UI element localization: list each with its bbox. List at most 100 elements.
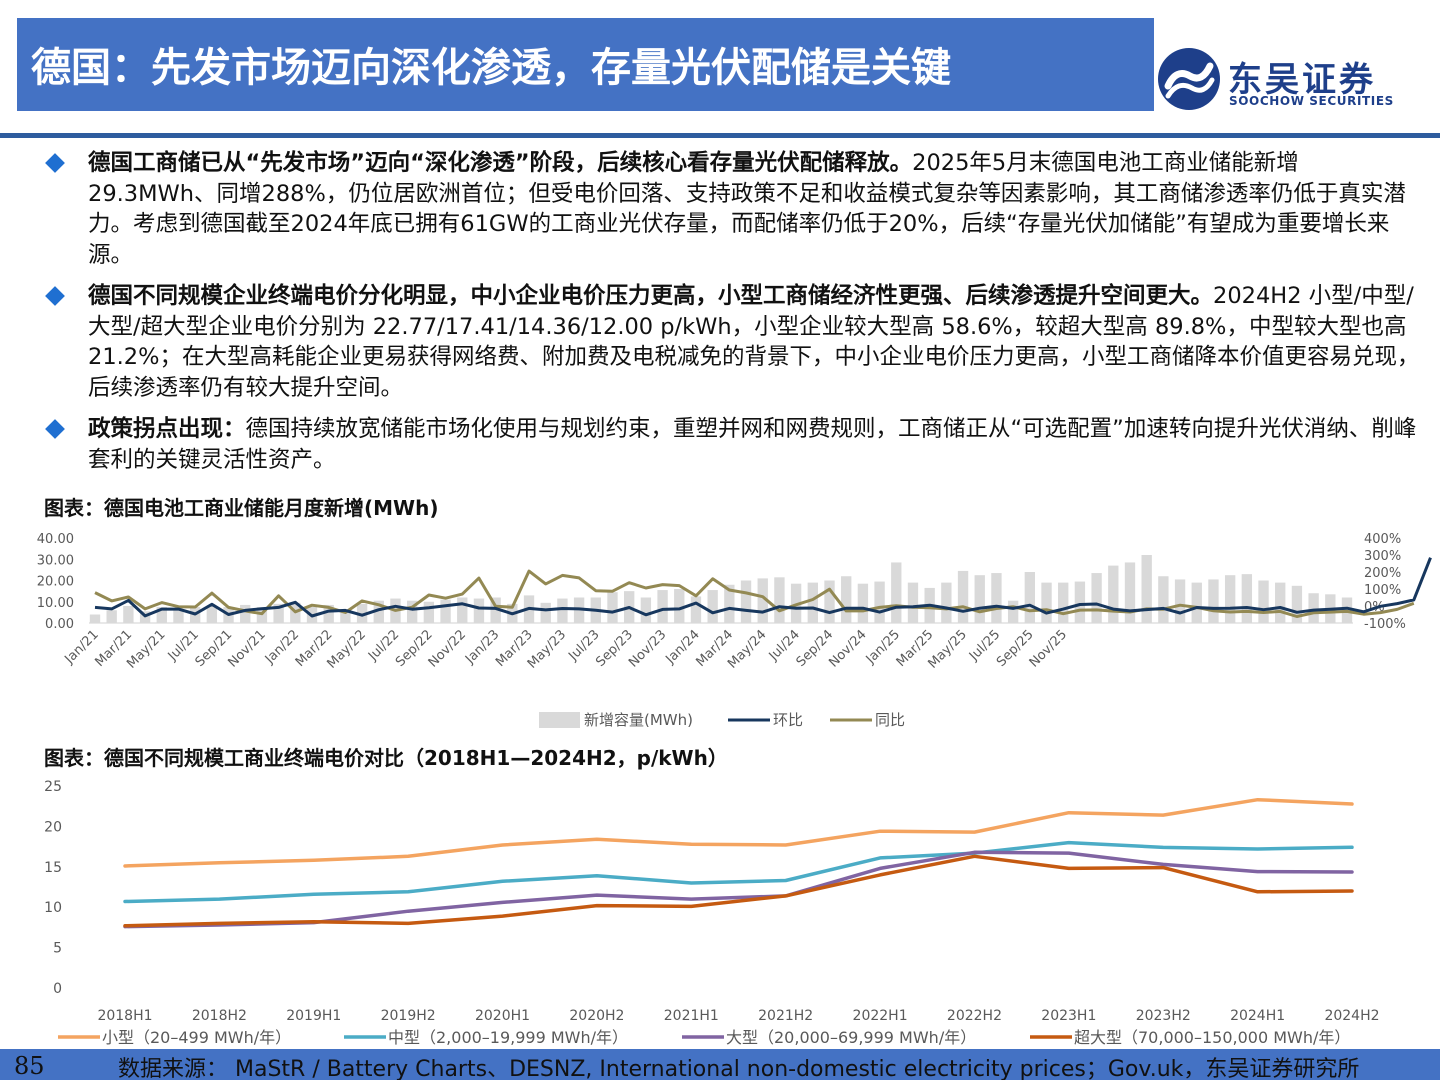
price-line-series-3 [123, 850, 1354, 929]
chart-monthly-additions: 0.00 10.00 20.00 30.00 40.00 -100% 0% 100% 200% 3… [0, 522, 1440, 737]
figure1-title: 图表：德国电池工商业储能月度新增(MWh) [44, 496, 439, 520]
bullet-body: 德国持续放宽储能市场化使用与规划约束，重塑并网和网费规则，工商储正从“可选配置”… [88, 416, 1417, 473]
bar-new-capacity [974, 575, 985, 623]
y-right-tick-label: -100% [1364, 617, 1406, 632]
soochow-logo-icon [1158, 48, 1220, 110]
legend-label-mom: 环比 [773, 711, 803, 729]
bar-new-capacity [757, 578, 768, 623]
bar-new-capacity [1007, 600, 1019, 623]
bullet-body: 2025年5月末德国电池工商业储能新增29.3MWh、同增288%，仍位居欧洲首… [88, 150, 1406, 268]
bullet-body: 2024H2 小型/中型/大型/超大型企业电价分别为 22.77/17.41/1… [88, 283, 1420, 401]
bar-new-capacity [690, 596, 702, 623]
x-tick-label: 2024H1 [1230, 1008, 1285, 1024]
legend-label-2: 中型（2,000–19,999 MWh/年） [388, 1028, 628, 1047]
bar-new-capacity [473, 598, 485, 623]
y-left-tick-label: 40.00 [37, 532, 74, 547]
price-line-series-2 [123, 840, 1354, 904]
bar-new-capacity [1275, 582, 1286, 623]
page-title: 德国：先发市场迈向深化渗透，存量光伏配储是关键 [31, 45, 951, 91]
bar-new-capacity [907, 582, 919, 623]
y-tick-label: 5 [53, 941, 62, 957]
y-left-tick-label: 30.00 [37, 553, 74, 568]
y-left-tick-label: 10.00 [37, 596, 74, 611]
bar-new-capacity [1091, 573, 1102, 623]
bar-new-capacity [1074, 581, 1086, 623]
bullet-heading: 德国不同规模企业终端电价分化明显，中小企业电价压力更高，小型工商储经济性更强、后… [88, 283, 1214, 309]
bar-new-capacity [957, 570, 969, 623]
bar-new-capacity [89, 614, 101, 623]
title-bar: 德国：先发市场迈向深化渗透，存量光伏配储是关键 [17, 18, 1154, 111]
y-right-tick-label: 300% [1364, 549, 1401, 564]
bar-new-capacity [941, 582, 952, 623]
page-number: 85 [14, 1052, 45, 1080]
bar-new-capacity [724, 584, 735, 623]
figure2-title: 图表：德国不同规模工商业终端电价对比（2018H1—2024H2，p/kWh） [44, 746, 728, 770]
bar-new-capacity [156, 607, 167, 623]
x-tick-label: 2021H1 [664, 1008, 719, 1024]
bar-new-capacity [1108, 565, 1119, 623]
y-tick-label: 10 [44, 900, 62, 916]
bar-new-capacity [640, 597, 652, 623]
bar-new-capacity [340, 610, 351, 623]
logo-english-name: SOOCHOW SECURITIES [1229, 94, 1394, 108]
bullet-item: 德国不同规模企业终端电价分化明显，中小企业电价压力更高，小型工商储经济性更强、后… [40, 281, 1425, 403]
bar-new-capacity [1041, 582, 1052, 623]
legend-label-3: 大型（20,000–69,999 MWh/年） [726, 1028, 976, 1047]
bar-new-capacity [457, 597, 468, 623]
bar-new-capacity [824, 580, 835, 623]
price-line-series-1 [123, 797, 1354, 868]
legend-label-1: 小型（20–499 MWh/年） [102, 1028, 291, 1047]
y-tick-label: 15 [44, 860, 62, 876]
bar-new-capacity [1124, 562, 1136, 623]
bar-new-capacity [707, 590, 718, 623]
bar-new-capacity [1208, 579, 1219, 623]
bar-new-capacity [240, 604, 251, 623]
diamond-bullet-icon [45, 286, 65, 306]
bar-new-capacity [1058, 582, 1069, 623]
bar-new-capacity [674, 589, 685, 623]
bar-new-capacity [423, 601, 435, 623]
x-tick-label: 2022H1 [853, 1008, 908, 1024]
legend-swatch-bars [539, 712, 580, 728]
bar-new-capacity [1291, 585, 1303, 623]
x-tick-label: 2023H1 [1041, 1008, 1096, 1024]
diamond-bullet-icon [45, 419, 65, 439]
x-tick-label: 2022H2 [947, 1008, 1002, 1024]
y-right-tick-label: 100% [1364, 583, 1401, 598]
y-tick-label: 0 [53, 981, 62, 997]
bar-new-capacity [774, 577, 785, 623]
bar-new-capacity [356, 603, 368, 623]
y-tick-label: 20 [44, 819, 62, 835]
line-mom [94, 557, 1432, 618]
bar-new-capacity [1158, 576, 1169, 623]
bar-new-capacity [1141, 555, 1152, 623]
header-divider [0, 133, 1440, 138]
x-tick-label: Nov/23 [626, 627, 669, 670]
x-tick-label: Nov/22 [426, 627, 469, 670]
diamond-bullet-icon [45, 153, 65, 173]
bar-new-capacity [173, 609, 184, 623]
bar-new-capacity [323, 604, 334, 623]
bar-new-capacity [657, 590, 668, 623]
bar-new-capacity [807, 582, 818, 623]
monthly-additions-svg: 0.0010.0020.0030.0040.00-100%0%100%200%3… [37, 532, 1432, 729]
x-tick-label: 2023H2 [1136, 1008, 1191, 1024]
soochow-logo: 东吴证券 SOOCHOW SECURITIES [1156, 46, 1436, 116]
bar-new-capacity [406, 600, 418, 623]
x-tick-label: Nov/21 [225, 627, 268, 670]
price-line-series-4 [123, 854, 1354, 928]
x-tick-label: 2020H2 [569, 1008, 624, 1024]
bar-new-capacity [206, 606, 218, 623]
bar-new-capacity [106, 610, 117, 623]
bar-new-capacity [490, 597, 501, 623]
bullet-heading: 德国工商储已从“先发市场”迈向“深化渗透”阶段，后续核心看存量光伏配储释放。 [88, 150, 913, 176]
bar-new-capacity [373, 600, 384, 623]
logo-chinese-name: 东吴证券 [1228, 60, 1376, 100]
bar-new-capacity [1241, 574, 1253, 623]
bar-new-capacity [891, 562, 902, 623]
bar-new-capacity [841, 576, 852, 623]
bullet-heading: 政策拐点出现： [88, 416, 246, 442]
chart-electricity-prices: 0 5 10 15 20 25 2018H1 2018H2 2019H1 2019H2 2020H1… [0, 772, 1440, 1049]
data-source: 数据来源： MaStR / Battery Charts、DESNZ, Inte… [118, 1057, 1360, 1080]
bullet-item: 德国工商储已从“先发市场”迈向“深化渗透”阶段，后续核心看存量光伏配储释放。20… [40, 148, 1425, 270]
